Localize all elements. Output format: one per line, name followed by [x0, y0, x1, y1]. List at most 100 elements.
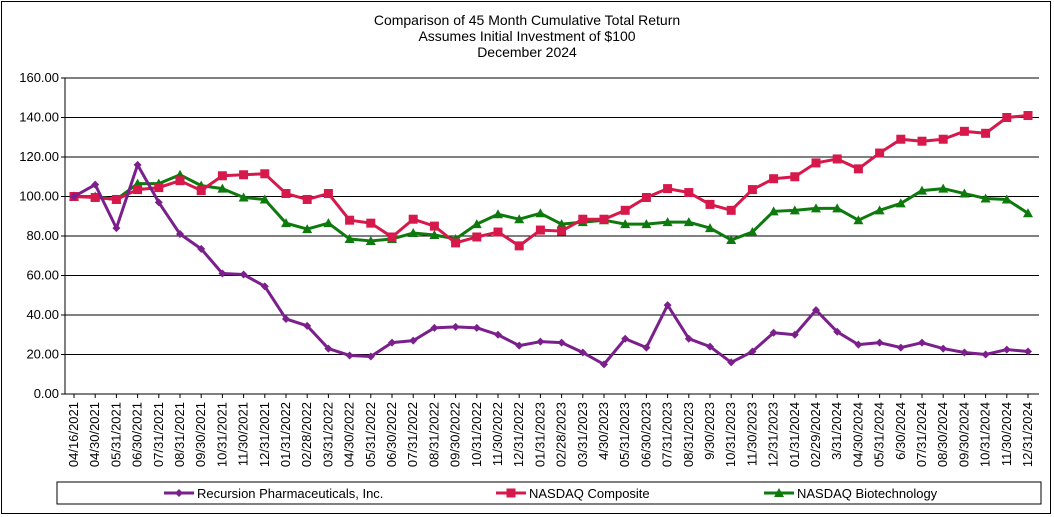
data-point: [323, 189, 333, 199]
data-point: [578, 348, 587, 357]
data-point: [600, 360, 608, 369]
data-point: [111, 194, 121, 204]
data-point: [832, 203, 843, 213]
data-point: [282, 314, 290, 323]
data-point: [853, 164, 863, 174]
x-tick-label: 9/30/2023: [702, 402, 717, 460]
data-point: [790, 172, 800, 182]
y-tick-label: 160.00: [19, 70, 59, 85]
data-point: [303, 321, 312, 330]
y-tick-label: 80.00: [26, 228, 59, 243]
x-tick-label: 07/31/2022: [405, 402, 420, 467]
series-nasdaq-biotechnology: [69, 169, 1033, 245]
data-point: [789, 205, 800, 215]
data-point: [705, 199, 715, 209]
data-point: [451, 322, 460, 331]
data-point: [324, 344, 333, 353]
legend-label: NASDAQ Biotechnology: [797, 486, 938, 501]
legend-box: [56, 481, 1042, 505]
data-point: [726, 205, 736, 215]
data-point: [154, 183, 164, 193]
x-tick-label: 01/31/2022: [278, 402, 293, 467]
data-point: [663, 301, 672, 310]
data-point: [471, 219, 482, 229]
x-tick-label: 12/31/2024: [1020, 402, 1035, 467]
data-point: [515, 341, 524, 350]
x-tick-label: 10/31/2023: [723, 402, 738, 467]
x-tick-label: 07/31/2024: [914, 402, 929, 467]
x-tick-label: 3/31/2024: [829, 402, 844, 460]
x-tick-label: 02/29/2024: [808, 402, 823, 467]
data-point: [408, 228, 419, 238]
data-point: [790, 330, 799, 339]
data-point: [302, 224, 313, 234]
data-point: [578, 214, 588, 224]
data-point: [493, 209, 503, 219]
data-point: [832, 154, 842, 164]
data-point: [535, 208, 546, 218]
data-point: [1002, 113, 1012, 122]
data-point: [726, 234, 737, 244]
x-tick-label: 10/31/2024: [978, 402, 993, 467]
x-tick-label: 10/31/2021: [214, 402, 229, 467]
data-point: [260, 282, 269, 291]
data-point: [91, 180, 100, 189]
x-tick-label: 06/30/2022: [384, 402, 399, 467]
x-tick-label: 03/31/2023: [575, 402, 590, 467]
x-tick-label: 12/31/2022: [511, 402, 526, 467]
data-point: [472, 323, 481, 332]
data-point: [557, 338, 566, 347]
data-point: [854, 340, 863, 349]
data-point: [896, 343, 905, 352]
data-point: [281, 218, 291, 228]
legend: Recursion Pharmaceuticals, Inc. NASDAQ Co…: [56, 481, 1042, 505]
data-point: [451, 238, 461, 248]
x-tick-label: 05/31/2021: [108, 402, 123, 467]
data-point: [683, 217, 694, 227]
x-tick-label: 09/30/2024: [956, 402, 971, 467]
y-tick-label: 40.00: [26, 307, 59, 322]
data-point: [217, 171, 227, 181]
data-point: [366, 218, 376, 228]
x-tick-label: 08/31/2022: [426, 402, 441, 467]
data-point: [662, 217, 673, 227]
data-point: [323, 218, 334, 228]
data-point: [959, 126, 969, 136]
x-axis: 04/16/2021 04/30/2021 05/31/2021 06/30/2021…: [65, 393, 1039, 467]
data-point: [769, 328, 778, 337]
data-point: [535, 225, 545, 235]
data-point: [620, 219, 631, 229]
data-point: [90, 192, 100, 202]
x-tick-label: 12/31/2023: [766, 402, 781, 467]
data-point: [133, 185, 143, 195]
y-tick-label: 20.00: [26, 347, 59, 362]
data-point: [918, 338, 926, 347]
y-tick-label: 140.00: [19, 110, 59, 125]
x-tick-label: 04/30/2021: [87, 402, 102, 467]
legend-swatch-marker: [774, 488, 784, 497]
data-point: [197, 244, 206, 253]
x-tick-label: 06/30/2023: [638, 402, 653, 467]
data-point: [408, 214, 418, 224]
x-tick-label: 10/31/2022: [469, 402, 484, 467]
data-point: [620, 205, 630, 215]
data-point: [981, 128, 991, 138]
data-point: [663, 184, 673, 194]
x-tick-label: 11/30/2021: [236, 402, 251, 466]
data-point: [238, 192, 249, 202]
data-point: [281, 189, 291, 199]
x-tick-label: 12/31/2021: [257, 402, 272, 467]
y-tick-label: 60.00: [26, 268, 59, 283]
legend-swatch-marker: [175, 489, 183, 497]
data-point: [874, 205, 885, 215]
x-tick-label: 04/30/2022: [342, 402, 357, 467]
data-point: [493, 227, 503, 237]
data-point: [705, 223, 715, 233]
y-axis: 0.00 20.00 40.00 60.00 80.00 100.00 120.00 140.…: [19, 70, 66, 401]
data-point: [641, 219, 652, 229]
data-point: [514, 214, 525, 224]
data-point: [388, 338, 396, 347]
data-point: [387, 232, 397, 242]
series-nasdaq-composite: [69, 111, 1033, 251]
